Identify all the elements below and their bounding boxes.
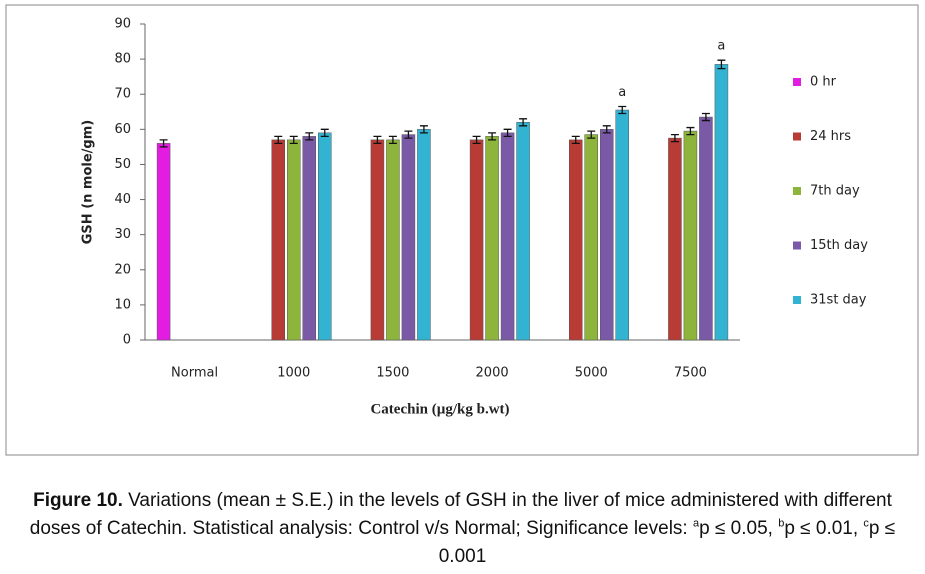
bar bbox=[156, 143, 171, 341]
bar bbox=[417, 129, 431, 341]
bar bbox=[683, 130, 698, 341]
bar bbox=[302, 136, 316, 341]
legend-swatch bbox=[793, 132, 801, 141]
error-bar bbox=[388, 135, 397, 145]
bar bbox=[271, 139, 285, 341]
error-bar bbox=[717, 59, 726, 70]
levels: ap ≤ 0.05, bp ≤ 0.01, cp ≤ 0.001 bbox=[439, 518, 895, 567]
y-tick-label: 30 bbox=[114, 227, 131, 242]
level-text: p ≤ 0.05, bbox=[699, 518, 779, 539]
x-tick-label: 2000 bbox=[476, 366, 509, 381]
x-tick-label: 1500 bbox=[376, 366, 409, 381]
y-tick-label: 60 bbox=[114, 122, 131, 137]
bar bbox=[668, 137, 682, 341]
error-bar bbox=[686, 126, 695, 136]
bar bbox=[714, 64, 729, 341]
error-bar bbox=[419, 125, 428, 134]
chart-border bbox=[5, 4, 919, 456]
legend-swatch bbox=[793, 296, 801, 304]
error-bar bbox=[289, 135, 298, 145]
error-bar bbox=[305, 132, 314, 141]
bar bbox=[370, 139, 385, 341]
level-text: p ≤ 0.001 bbox=[438, 518, 896, 567]
caption: Figure 10. Variations (mean ± S.E.) in t… bbox=[10, 487, 915, 571]
x-tick-label: 7500 bbox=[674, 366, 707, 381]
bar bbox=[318, 132, 332, 341]
error-bar bbox=[472, 135, 481, 145]
y-tick-label: 50 bbox=[114, 157, 131, 172]
chart: GSH (n mole/gm) Catechin (µg/kg b.wt) 0 1… bbox=[5, 4, 919, 456]
superscript: c bbox=[863, 517, 869, 530]
error-bar bbox=[602, 125, 611, 134]
legend-label: 7th day bbox=[810, 184, 860, 199]
error-bar bbox=[587, 130, 596, 139]
bar bbox=[699, 116, 713, 341]
bar bbox=[401, 134, 416, 341]
significance-label: a bbox=[717, 39, 725, 54]
level-text: p ≤ 0.01, bbox=[784, 518, 864, 539]
bar bbox=[386, 139, 400, 341]
bar bbox=[516, 122, 530, 341]
caption-text: Variations (mean ± S.E.) in the levels o… bbox=[29, 490, 892, 539]
error-bar bbox=[488, 132, 497, 141]
bar bbox=[600, 129, 614, 341]
legend-label: 15th day bbox=[810, 238, 868, 253]
error-bar bbox=[503, 128, 512, 138]
error-bar bbox=[618, 105, 627, 115]
error-bar bbox=[701, 112, 710, 122]
error-bar bbox=[320, 128, 329, 138]
x-axis-label: Catechin (µg/kg b.wt) bbox=[370, 401, 509, 417]
superscript: a bbox=[692, 517, 700, 530]
error-bar bbox=[404, 130, 413, 139]
legend-label: 24 hrs bbox=[810, 129, 851, 144]
y-tick-label: 10 bbox=[114, 297, 131, 312]
y-tick-label: 40 bbox=[114, 192, 131, 207]
x-tick-label: 5000 bbox=[575, 366, 608, 381]
error-bar bbox=[519, 118, 528, 127]
superscript: b bbox=[778, 517, 785, 530]
x-tick-label: 1000 bbox=[277, 366, 310, 381]
bar bbox=[584, 134, 598, 341]
legend-swatch bbox=[793, 78, 801, 86]
bar bbox=[469, 139, 484, 341]
y-tick-label: 70 bbox=[114, 87, 131, 102]
y-axis-label: GSH (n mole/gm) bbox=[81, 120, 96, 244]
bar bbox=[287, 139, 301, 341]
legend-label: 0 hr bbox=[810, 75, 837, 90]
legend-label: 31st day bbox=[810, 293, 867, 308]
y-tick-label: 90 bbox=[114, 17, 131, 32]
bar bbox=[569, 139, 583, 341]
bar bbox=[485, 136, 499, 341]
error-bar bbox=[571, 135, 580, 145]
y-tick-label: 20 bbox=[114, 262, 131, 277]
error-bar bbox=[274, 135, 283, 145]
error-bar bbox=[373, 135, 382, 145]
y-tick-label: 0 bbox=[123, 333, 131, 348]
bar bbox=[500, 132, 515, 341]
legend-swatch bbox=[793, 187, 801, 195]
x-tick-label: Normal bbox=[171, 366, 218, 381]
bar bbox=[615, 109, 629, 341]
y-tick-label: 80 bbox=[114, 52, 131, 67]
caption-label: Figure 10. bbox=[33, 490, 123, 511]
error-bar bbox=[159, 139, 168, 148]
error-bar bbox=[670, 133, 679, 143]
legend-swatch bbox=[793, 241, 801, 250]
significance-label: a bbox=[618, 85, 626, 100]
